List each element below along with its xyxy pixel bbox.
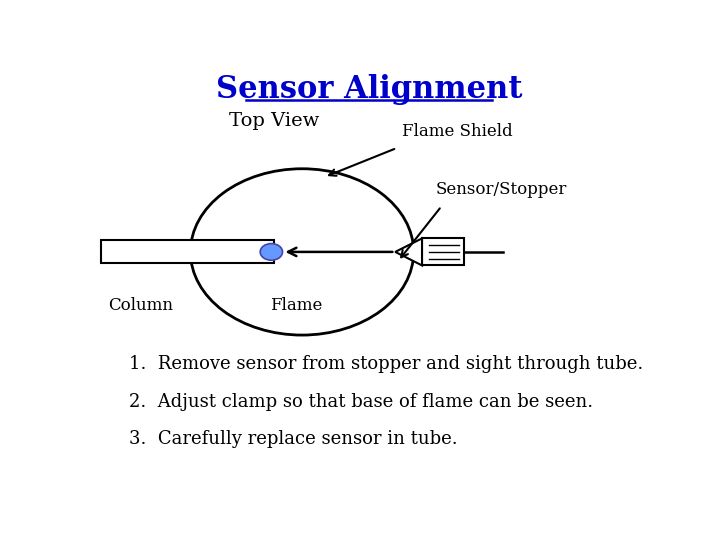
Bar [422, 238, 464, 266]
Text: Sensor/Stopper: Sensor/Stopper [436, 181, 567, 198]
Text: Flame: Flame [270, 298, 323, 314]
Text: Sensor Alignment: Sensor Alignment [216, 74, 522, 105]
Text: Column: Column [108, 298, 173, 314]
Text: 1.  Remove sensor from stopper and sight through tube.: 1. Remove sensor from stopper and sight … [129, 355, 643, 373]
Text: 2.  Adjust clamp so that base of flame can be seen.: 2. Adjust clamp so that base of flame ca… [129, 393, 593, 410]
Circle shape [260, 244, 282, 260]
Polygon shape [395, 238, 422, 266]
Text: 3.  Carefully replace sensor in tube.: 3. Carefully replace sensor in tube. [129, 430, 458, 448]
Bar [101, 240, 274, 264]
Text: Flame Shield: Flame Shield [402, 123, 513, 140]
Text: Top View: Top View [229, 112, 320, 130]
